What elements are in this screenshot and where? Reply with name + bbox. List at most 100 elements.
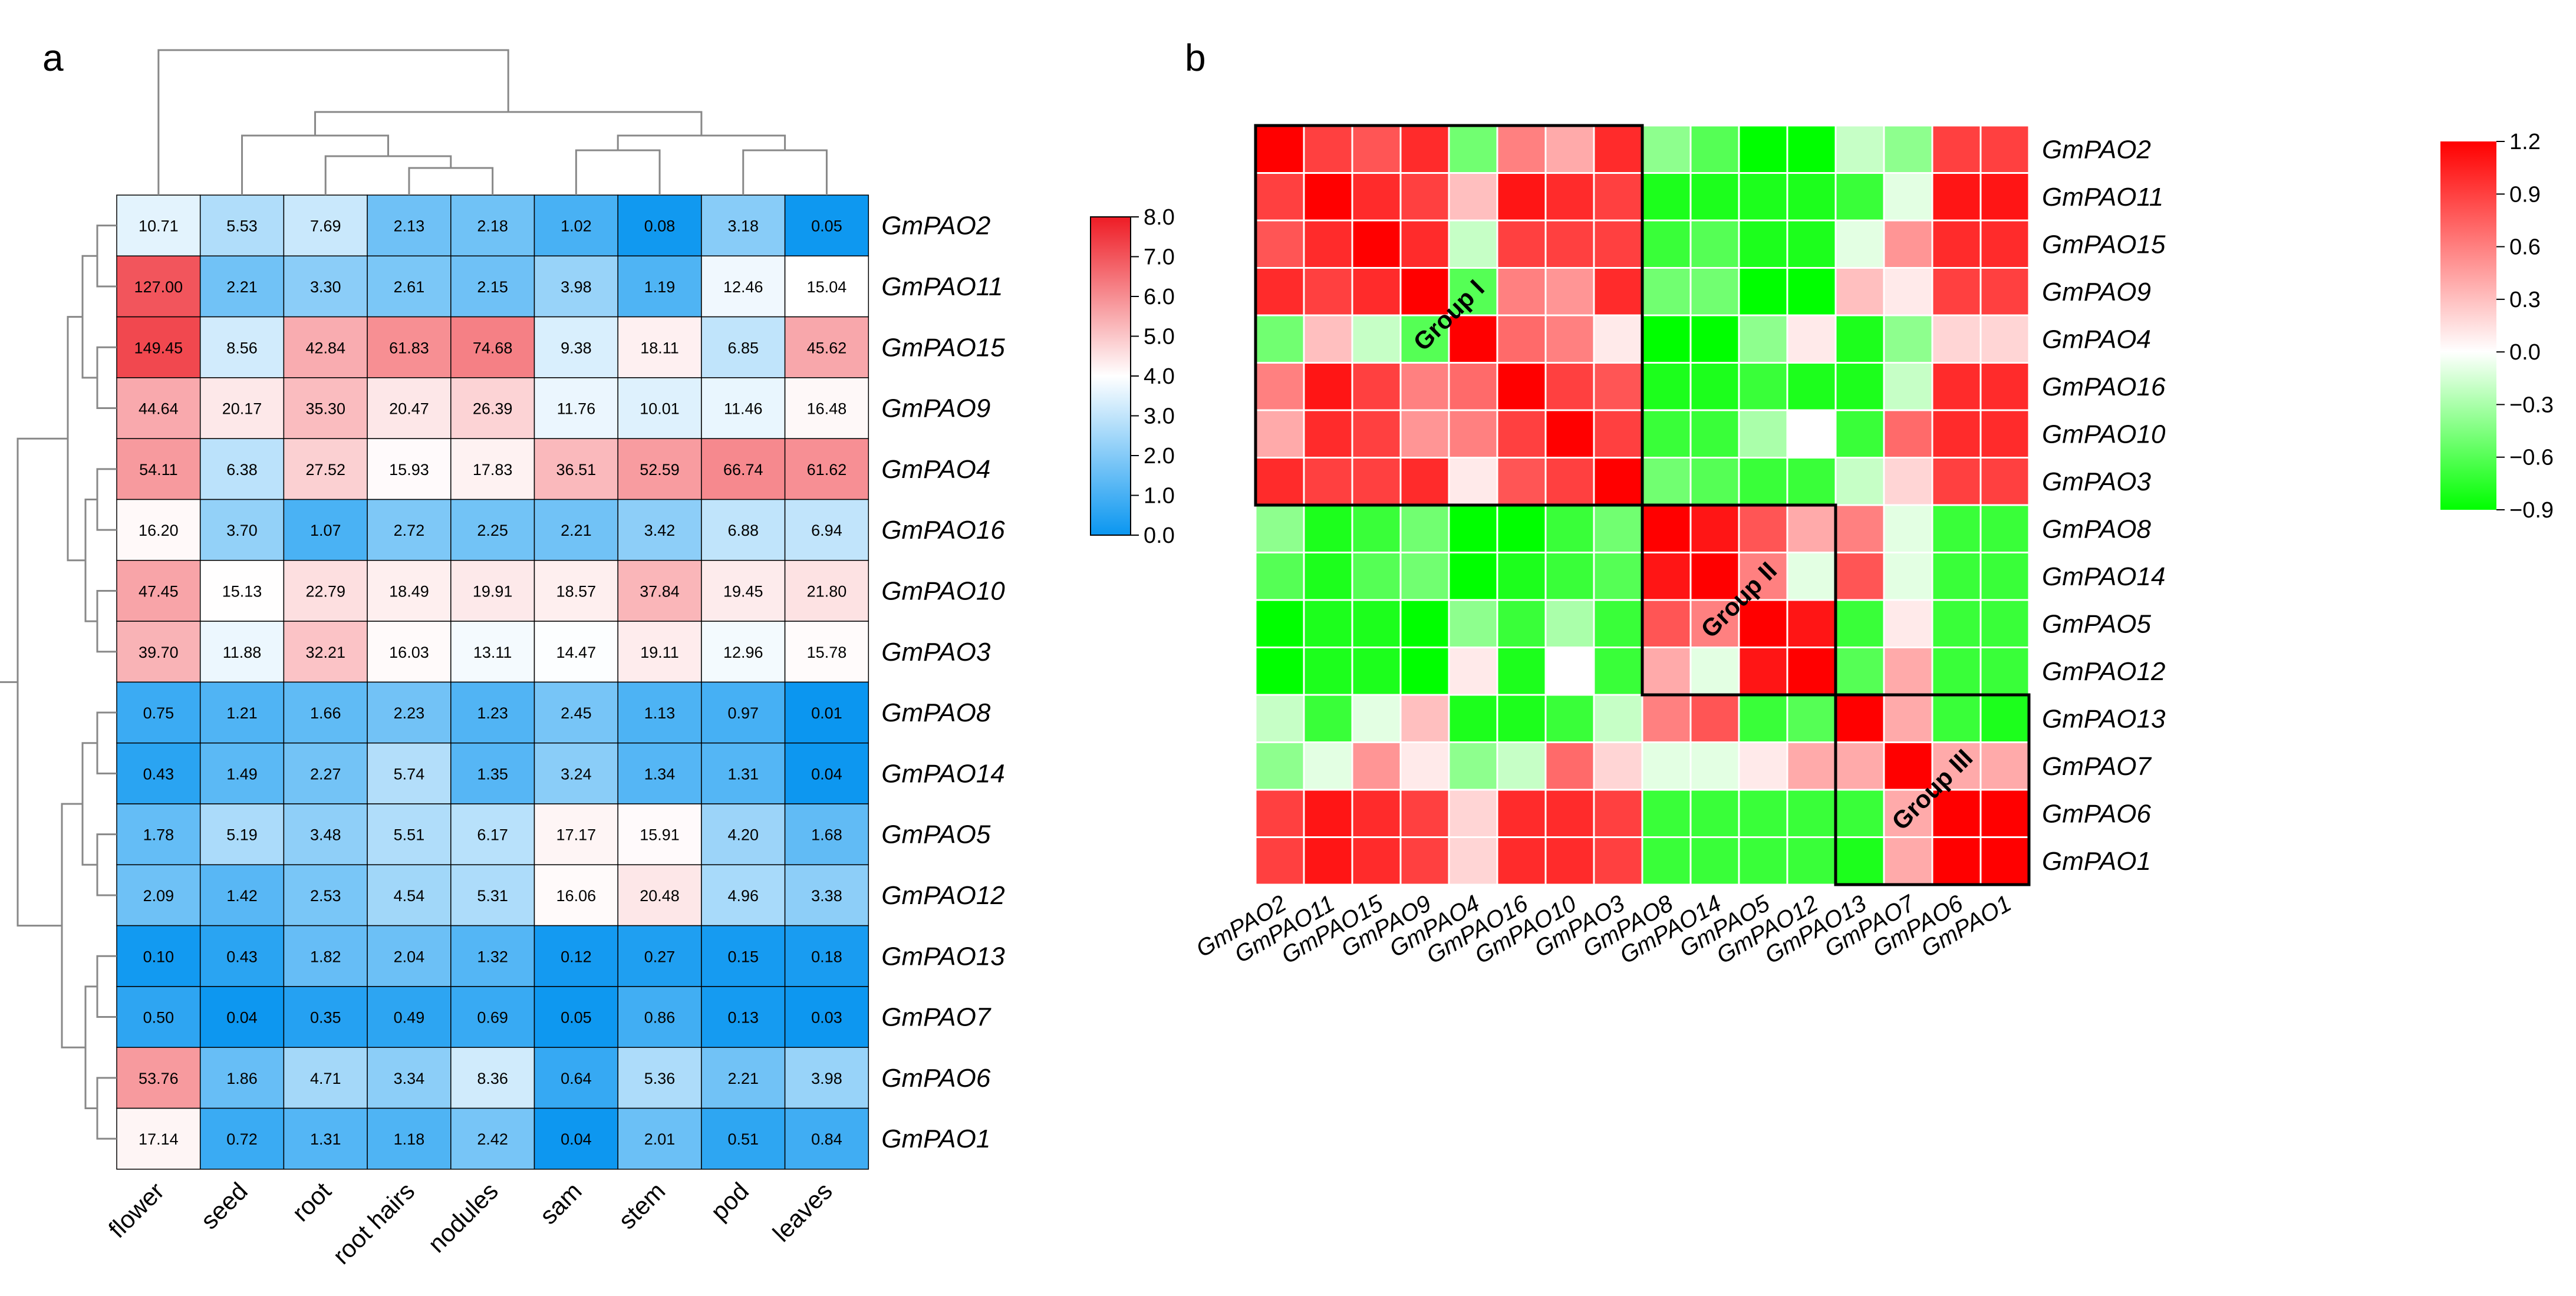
corr-cell <box>1979 172 2030 222</box>
corr-cell <box>1641 267 1692 316</box>
expr-cell <box>116 560 201 622</box>
row-label: GmPAO15 <box>881 333 1005 362</box>
corr-cell <box>1399 647 1450 696</box>
expr-cell-value: 17.17 <box>556 826 597 844</box>
expr-cell <box>450 925 535 987</box>
corr-cell <box>1593 836 1643 886</box>
expr-cell-value: 47.45 <box>139 582 179 600</box>
expr-cell-value: 17.83 <box>473 461 513 479</box>
corr-cell <box>1448 314 1498 364</box>
expr-cell-value: 2.53 <box>310 887 341 905</box>
corr-cell <box>1303 409 1353 459</box>
corr-cell <box>1883 267 1933 316</box>
corr-cell <box>1496 789 1547 838</box>
corr-cell <box>1351 314 1402 364</box>
expr-cell <box>617 803 702 866</box>
corr-cell <box>1544 314 1595 364</box>
expr-cell <box>533 681 618 744</box>
expr-cell-value: 4.96 <box>727 887 759 905</box>
expr-cell-value: 3.98 <box>561 278 592 296</box>
corr-row-label: GmPAO13 <box>2042 704 2166 733</box>
corr-cell <box>1979 552 2030 601</box>
group-box <box>1641 503 1837 697</box>
corr-cell <box>1448 836 1498 886</box>
corr-cell <box>1448 124 1498 174</box>
row-label: GmPAO6 <box>881 1064 991 1093</box>
expr-cell-value: 6.94 <box>811 522 842 539</box>
corr-cell <box>1738 457 1788 506</box>
corr-cell <box>1593 504 1643 553</box>
corr-cell <box>1544 836 1595 886</box>
corr-row-label: GmPAO15 <box>2042 230 2166 259</box>
expr-cell <box>367 255 452 318</box>
row-label: GmPAO12 <box>881 881 1004 910</box>
expr-cell <box>784 621 869 683</box>
expr-cell <box>116 864 201 926</box>
expr-cell-value: 22.79 <box>305 582 345 600</box>
expr-cell-value: 20.17 <box>222 400 262 418</box>
corr-cell <box>1448 694 1498 743</box>
corr-cell <box>1883 504 1933 553</box>
expr-cell <box>283 742 368 804</box>
expr-cell-value: 2.21 <box>561 522 592 539</box>
corr-cell <box>1496 219 1547 269</box>
expr-cell-value: 1.18 <box>394 1130 425 1148</box>
expr-cell-value: 4.71 <box>310 1070 341 1087</box>
corr-cell <box>1303 172 1353 222</box>
expr-cell <box>701 255 786 318</box>
expr-cell-value: 2.21 <box>226 278 258 296</box>
expr-cell-value: 9.38 <box>561 339 592 357</box>
corr-cell <box>1351 836 1402 886</box>
corr-cell <box>1254 789 1305 838</box>
corr-cell <box>1641 599 1692 648</box>
corr-cell <box>1254 314 1305 364</box>
corr-cell <box>1496 409 1547 459</box>
expr-cell <box>450 255 535 318</box>
expr-cell <box>199 560 285 622</box>
expr-cell-value: 3.30 <box>310 278 341 296</box>
corr-row-label: GmPAO12 <box>2042 657 2165 686</box>
expr-cell <box>367 316 452 378</box>
corr-cell <box>1496 741 1547 791</box>
corr-cell <box>1399 457 1450 506</box>
corr-cell <box>1399 124 1450 174</box>
corr-row-label: GmPAO1 <box>2042 847 2151 876</box>
expr-cell <box>450 986 535 1048</box>
corr-row-label: GmPAO3 <box>2042 467 2152 496</box>
corr-row-label: GmPAO10 <box>2042 420 2166 449</box>
corr-cell <box>1254 741 1305 791</box>
expr-cell <box>199 499 285 561</box>
expr-cell <box>199 1107 285 1170</box>
corr-cell <box>1738 836 1788 886</box>
expr-cell <box>533 255 618 318</box>
expr-cell-value: 2.23 <box>394 704 425 722</box>
expr-cell-value: 6.17 <box>477 826 508 844</box>
expr-cell <box>450 803 535 866</box>
corr-cell <box>1303 694 1353 743</box>
corr-cell <box>1786 647 1837 696</box>
corr-cell <box>1351 789 1402 838</box>
expr-cell <box>617 377 702 439</box>
expr-cell-value: 11.46 <box>724 400 763 418</box>
expr-cell-value: 2.25 <box>477 522 508 539</box>
expr-cell <box>617 1047 702 1109</box>
corr-cell <box>1689 504 1740 553</box>
corr-cell <box>1786 457 1837 506</box>
expr-cell-value: 1.31 <box>310 1130 341 1148</box>
expr-cell <box>450 560 535 622</box>
expr-cell-value: 0.03 <box>811 1009 842 1027</box>
expr-cell <box>617 499 702 561</box>
expr-cell <box>367 864 452 926</box>
expr-cell-value: 1.49 <box>226 765 258 783</box>
corr-cell <box>1641 219 1692 269</box>
corr-cell <box>1641 504 1692 553</box>
expr-cell-value: 11.88 <box>223 644 262 661</box>
expr-cell-value: 1.19 <box>644 278 676 296</box>
corr-cell <box>1979 267 2030 316</box>
expr-cell-value: 0.35 <box>310 1009 341 1027</box>
row-label: GmPAO2 <box>881 212 990 240</box>
corr-cell <box>1593 362 1643 411</box>
corr-cell <box>1254 457 1305 506</box>
expr-cell-value: 5.53 <box>226 217 258 235</box>
